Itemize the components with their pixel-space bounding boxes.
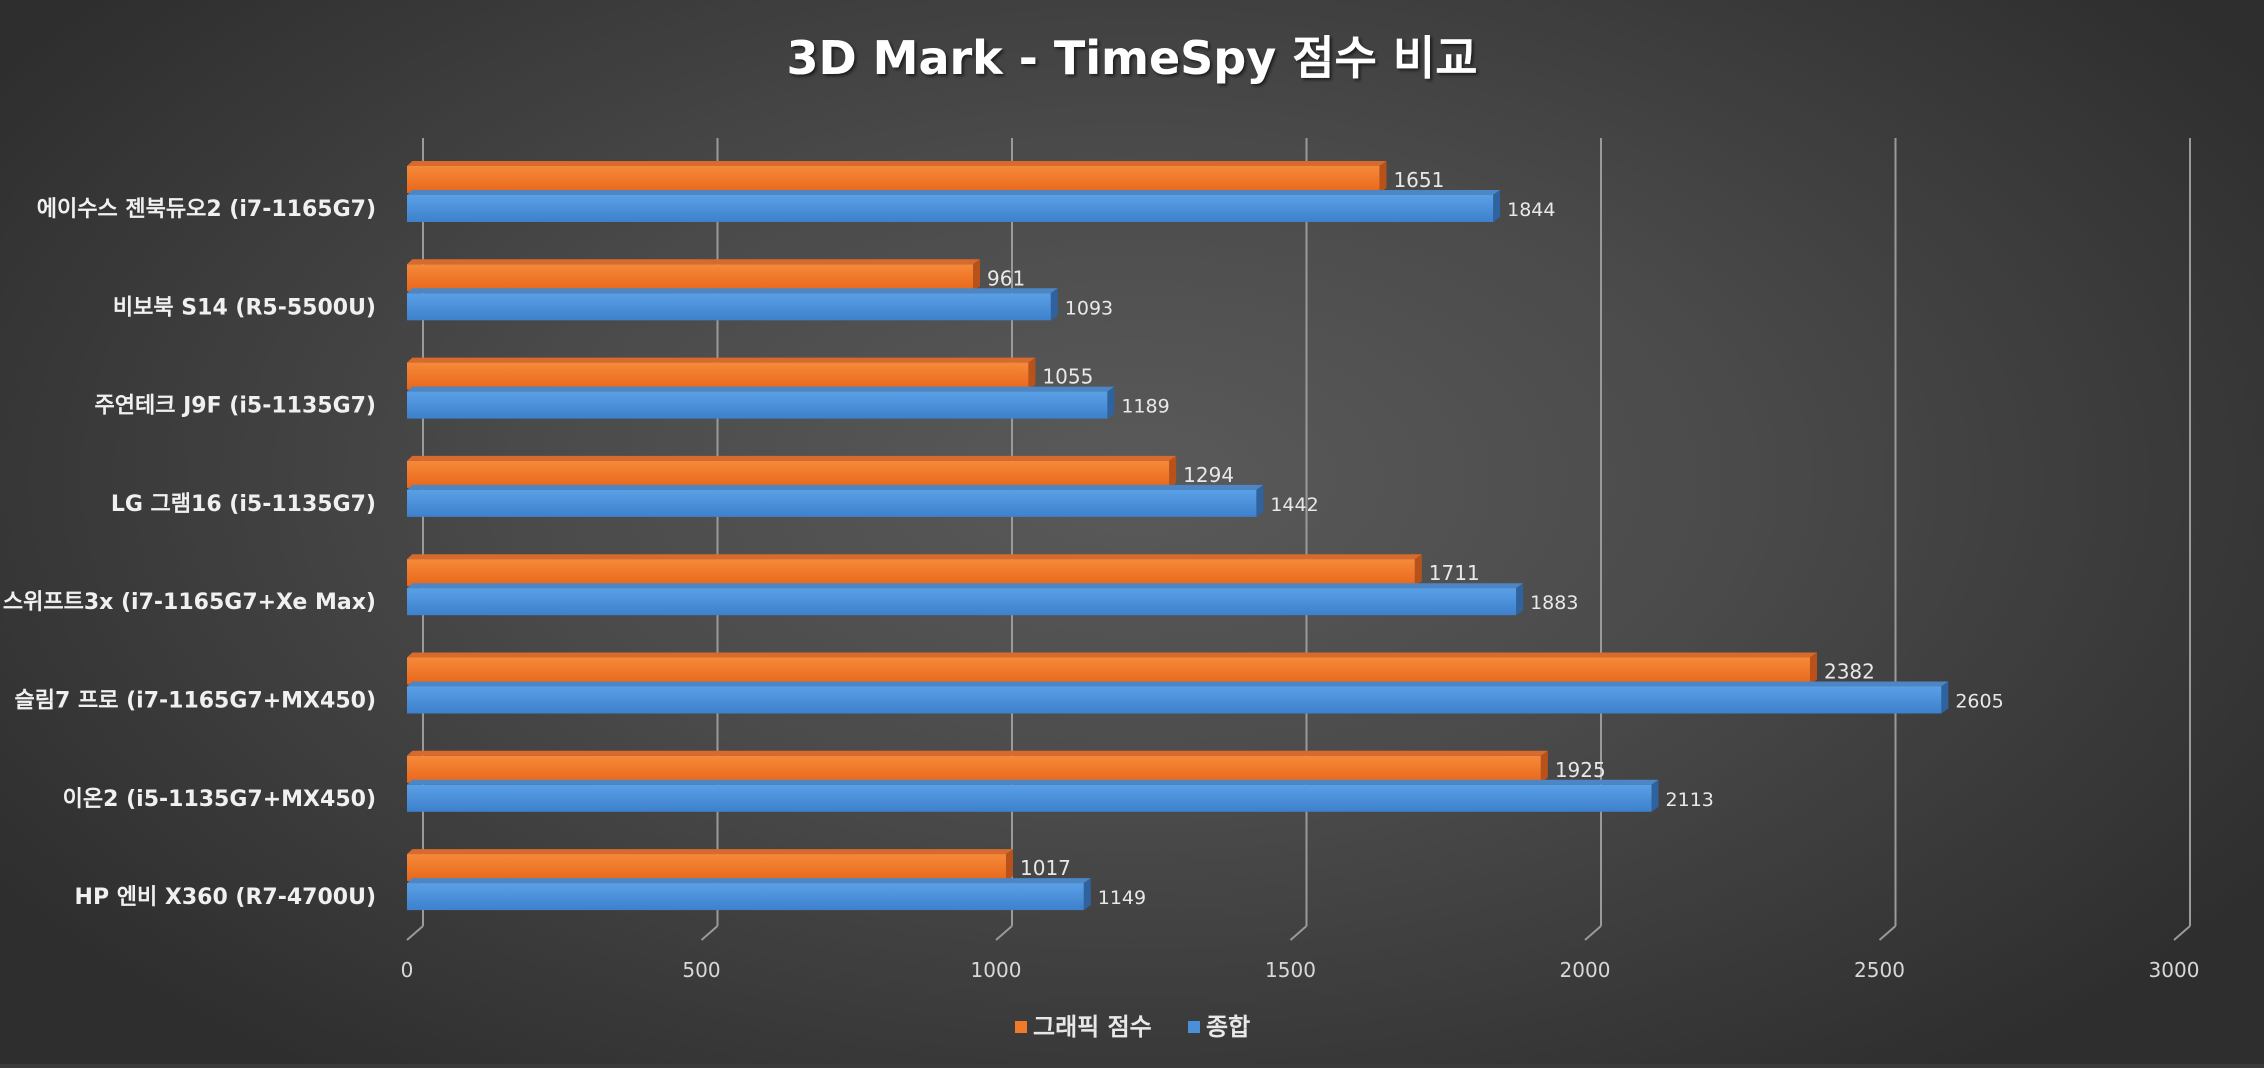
data-label: 1925 bbox=[1555, 758, 1606, 782]
x-tick-label: 0 bbox=[401, 958, 414, 982]
x-axis-ticks: 0 500 1000 1500 2000 2500 3000 bbox=[401, 958, 2200, 982]
bar-graphics: 961 bbox=[407, 259, 1025, 292]
bar-total: 1093 bbox=[407, 288, 1113, 321]
category-label: LG 그램16 (i5-1135G7) bbox=[111, 492, 376, 517]
gridline bbox=[1289, 138, 1308, 941]
data-label: 1055 bbox=[1042, 365, 1093, 389]
bar-total: 1442 bbox=[407, 484, 1319, 517]
data-label: 1711 bbox=[1429, 561, 1480, 585]
category-label: 주연테크 J9F (i5-1135G7) bbox=[95, 394, 377, 419]
x-tick-label: 2500 bbox=[1854, 958, 1905, 982]
x-tick-label: 2000 bbox=[1560, 958, 1611, 982]
category-label: 슬림7 프로 (i7-1165G7+MX450) bbox=[15, 689, 376, 714]
data-label: 961 bbox=[987, 266, 1025, 290]
legend-swatch-graphics bbox=[1015, 1021, 1027, 1033]
data-label: 1442 bbox=[1270, 494, 1318, 516]
data-label: 1189 bbox=[1121, 396, 1169, 418]
gridline bbox=[406, 138, 424, 941]
gridline bbox=[2173, 138, 2191, 941]
data-label: 1149 bbox=[1098, 887, 1146, 909]
x-tick-label: 500 bbox=[682, 958, 720, 982]
bar-total: 2605 bbox=[407, 681, 2004, 714]
chart-title: 3D Mark - TimeSpy 점수 비교 bbox=[786, 31, 1477, 85]
legend-label-total: 종합 bbox=[1206, 1013, 1250, 1041]
bar-total: 1883 bbox=[407, 583, 1578, 616]
data-label: 2382 bbox=[1824, 660, 1875, 684]
data-label: 1883 bbox=[1530, 592, 1578, 614]
data-label: 1017 bbox=[1020, 856, 1071, 880]
gridline bbox=[1584, 138, 1602, 941]
bar-graphics: 1651 bbox=[407, 161, 1444, 193]
x-tick-label: 1500 bbox=[1265, 958, 1316, 982]
bar-graphics: 2382 bbox=[407, 652, 1875, 685]
gridline bbox=[995, 138, 1013, 941]
data-label: 2605 bbox=[1955, 691, 2003, 713]
data-label: 1093 bbox=[1065, 297, 1113, 319]
bar-total: 1149 bbox=[407, 878, 1146, 911]
legend-swatch-total bbox=[1188, 1021, 1200, 1033]
bar-graphics: 1017 bbox=[407, 849, 1071, 882]
gridline bbox=[1878, 138, 1897, 941]
bar-graphics: 1711 bbox=[407, 554, 1480, 587]
category-label: 이온2 (i5-1135G7+MX450) bbox=[63, 787, 376, 812]
data-label: 1651 bbox=[1393, 168, 1444, 192]
bars: 1651 1844 961 1093 1055 1189 1294 1442 1711 1883 2… bbox=[407, 161, 2004, 911]
category-labels: 에이수스 젠북듀오2 (i7-1165G7) 비보북 S14 (R5-5500U)… bbox=[3, 197, 376, 910]
bar-total: 2113 bbox=[407, 779, 1714, 812]
category-label: 에이수스 젠북듀오2 (i7-1165G7) bbox=[37, 197, 376, 222]
legend: 그래픽 점수 종합 bbox=[1015, 1013, 1250, 1041]
x-tick-label: 1000 bbox=[971, 958, 1022, 982]
data-label: 1294 bbox=[1183, 463, 1234, 487]
gridline bbox=[700, 138, 719, 941]
bar-graphics: 1925 bbox=[407, 750, 1606, 783]
category-label: 비보북 S14 (R5-5500U) bbox=[113, 295, 376, 320]
category-label: HP 엔비 X360 (R7-4700U) bbox=[75, 885, 376, 910]
gridlines bbox=[406, 138, 2191, 941]
bar-total: 1844 bbox=[407, 190, 1555, 222]
bar-graphics: 1294 bbox=[407, 455, 1234, 488]
category-label: 스위프트3x (i7-1165G7+Xe Max) bbox=[3, 590, 376, 615]
data-label: 1844 bbox=[1507, 199, 1555, 221]
legend-label-graphics: 그래픽 점수 bbox=[1033, 1013, 1152, 1041]
x-tick-label: 3000 bbox=[2149, 958, 2200, 982]
bar-graphics: 1055 bbox=[407, 357, 1093, 390]
bar-total: 1189 bbox=[407, 386, 1170, 419]
data-label: 2113 bbox=[1666, 789, 1714, 811]
